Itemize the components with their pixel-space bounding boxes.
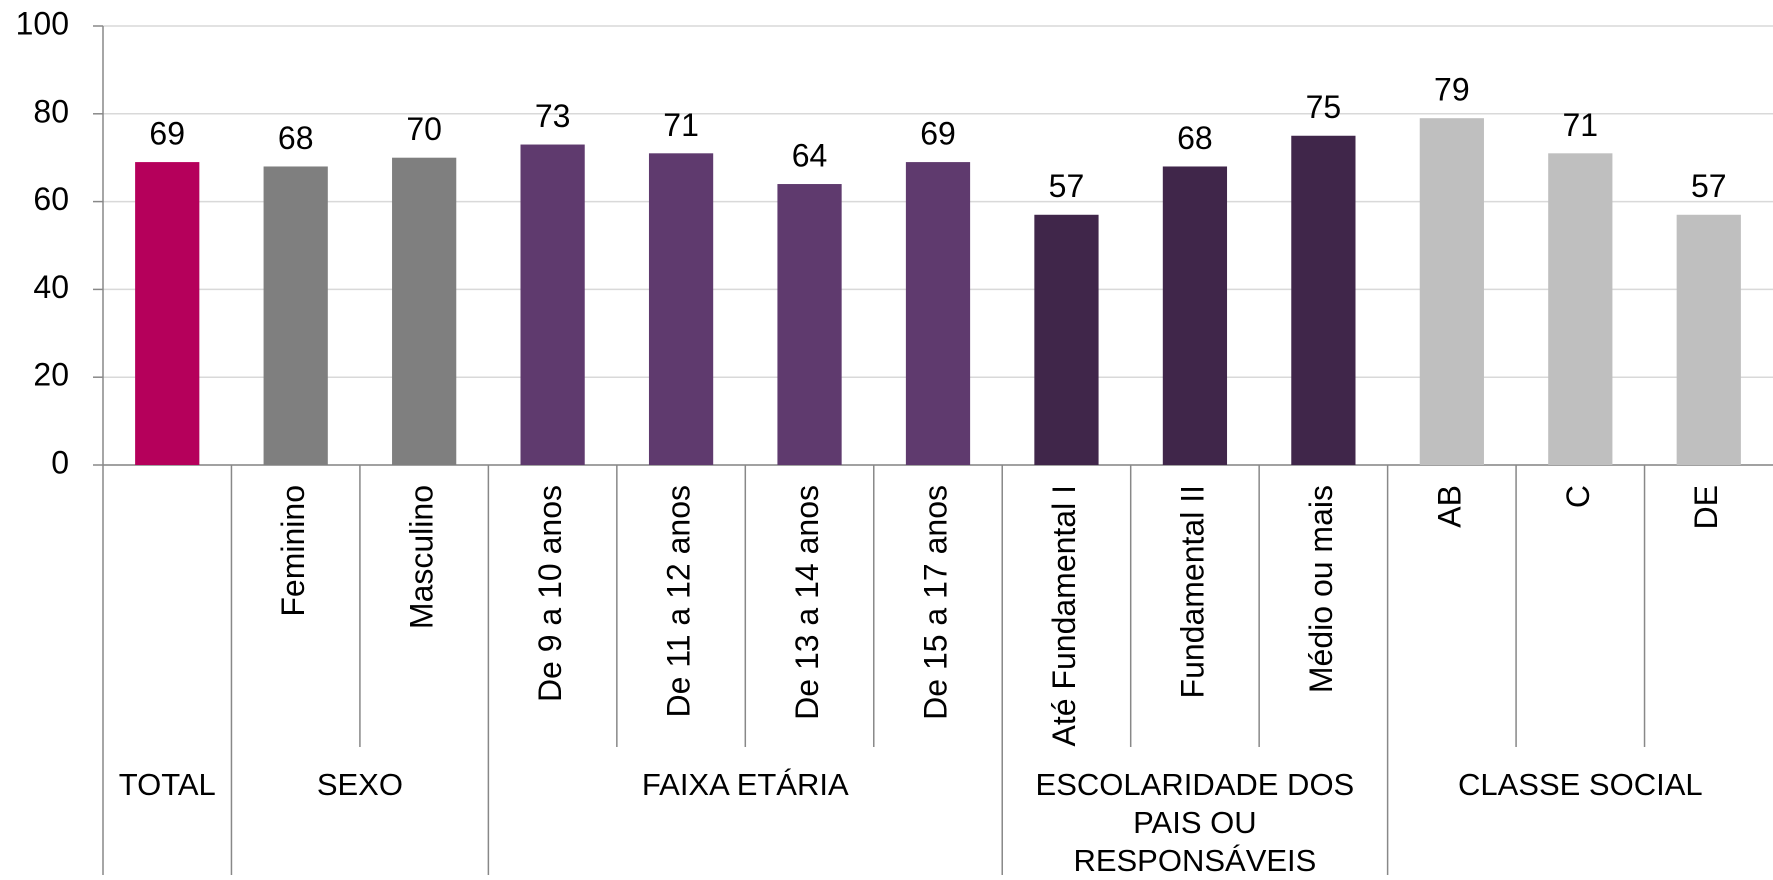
bar [135, 162, 200, 465]
x-tick-label: Feminino [275, 485, 311, 617]
value-label: 68 [278, 120, 314, 156]
bar [1419, 118, 1484, 465]
bar [1291, 135, 1356, 465]
value-label: 79 [1434, 72, 1470, 108]
bar [392, 157, 457, 465]
x-tick-label: Médio ou mais [1303, 485, 1339, 693]
bar [905, 162, 971, 465]
value-label: 64 [792, 137, 828, 173]
value-label: 68 [1177, 120, 1213, 156]
y-tick-label: 20 [33, 357, 69, 393]
group-label: SEXO [316, 767, 403, 802]
bar [1034, 214, 1099, 465]
y-tick-label: 40 [33, 269, 69, 305]
x-tick-label: Fundamental II [1174, 485, 1210, 698]
bar [263, 166, 328, 466]
bar [1162, 166, 1228, 466]
y-tick-label: 100 [16, 5, 69, 41]
bar [648, 153, 714, 465]
value-label: 71 [663, 107, 699, 143]
bar [1676, 214, 1741, 465]
x-tick-label: AB [1431, 485, 1467, 528]
value-label: 69 [920, 116, 956, 152]
group-label: ESCOLARIDADE DOS PAIS OU RESPONSÁVEIS [1035, 767, 1355, 878]
x-tick-label: De 9 a 10 anos [532, 485, 568, 702]
value-label: 69 [149, 116, 185, 152]
bar [520, 144, 585, 465]
value-label: 57 [1049, 168, 1085, 204]
group-label: CLASSE SOCIAL [1457, 767, 1703, 802]
bar [1548, 153, 1613, 465]
value-label: 75 [1306, 89, 1342, 125]
group-label: FAIXA ETÁRIA [641, 767, 849, 802]
y-tick-label: 60 [33, 181, 69, 217]
y-tick-label: 80 [33, 93, 69, 129]
x-tick-label: De 11 a 12 anos [661, 485, 697, 717]
x-tick-label: C [1560, 485, 1596, 508]
group-label: TOTAL [118, 767, 216, 802]
x-tick-label: De 15 a 17 anos [917, 485, 953, 720]
value-label: 70 [406, 111, 442, 147]
bar [777, 184, 842, 466]
x-tick-label: Masculino [404, 485, 440, 629]
x-tick-label: De 13 a 14 anos [789, 485, 825, 720]
value-label: 71 [1563, 107, 1599, 143]
value-label: 57 [1691, 168, 1727, 204]
y-tick-label: 0 [51, 444, 69, 480]
x-tick-label: DE [1688, 485, 1724, 529]
value-label: 73 [535, 98, 571, 134]
x-tick-label: Até Fundamental I [1046, 485, 1082, 746]
